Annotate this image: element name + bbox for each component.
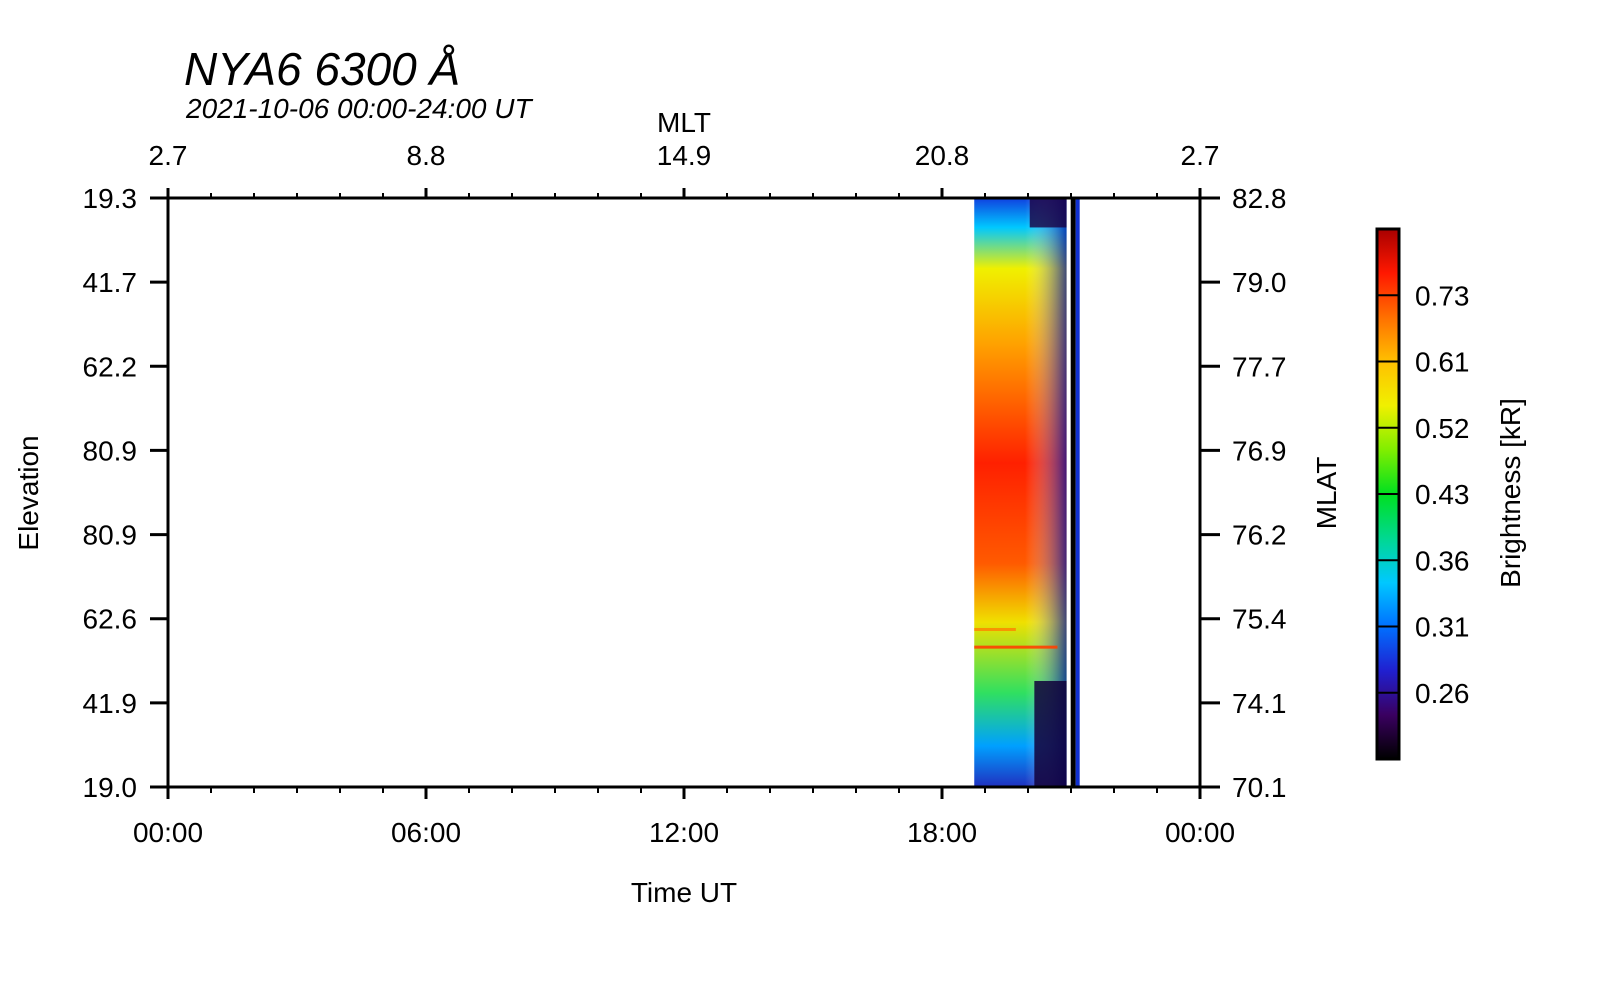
keogram-data bbox=[974, 198, 1080, 787]
colorbar-tick-label: 0.43 bbox=[1415, 479, 1470, 510]
elevation-tick-label: 62.6 bbox=[83, 604, 138, 635]
elevation-tick-label: 41.7 bbox=[83, 267, 138, 298]
elevation-tick-label: 62.2 bbox=[83, 351, 138, 382]
chart-title: NYA6 6300 Å bbox=[184, 43, 461, 95]
mlat-tick-label: 77.7 bbox=[1232, 351, 1287, 382]
keogram-streak bbox=[974, 627, 1016, 631]
keogram-dark-bottom bbox=[1034, 680, 1067, 787]
x-axis-label: Time UT bbox=[631, 877, 737, 908]
x-tick-label: 00:00 bbox=[1165, 817, 1235, 848]
colorbar-tick-label: 0.36 bbox=[1415, 545, 1470, 576]
elevation-tick-label: 19.0 bbox=[83, 772, 138, 803]
mlat-tick-label: 76.9 bbox=[1232, 435, 1287, 466]
colorbar-label: Brightness [kR] bbox=[1495, 398, 1526, 588]
mlat-tick-label: 79.0 bbox=[1232, 267, 1287, 298]
keogram-dark-column bbox=[1070, 198, 1076, 787]
mlt-tick-label: 20.8 bbox=[915, 140, 970, 171]
keogram-dark-top bbox=[1029, 198, 1067, 228]
keogram-edge-column bbox=[1075, 198, 1080, 787]
mlt-tick-label: 2.7 bbox=[1181, 140, 1220, 171]
colorbar-tick-label: 0.73 bbox=[1415, 280, 1470, 311]
x-tick-label: 18:00 bbox=[907, 817, 977, 848]
elevation-tick-label: 80.9 bbox=[83, 435, 138, 466]
elevation-tick-label: 19.3 bbox=[83, 183, 138, 214]
y-axis-label: Elevation bbox=[13, 435, 44, 550]
mlat-tick-label: 82.8 bbox=[1232, 183, 1287, 214]
colorbar-tick-label: 0.26 bbox=[1415, 678, 1470, 709]
x-tick-label: 00:00 bbox=[133, 817, 203, 848]
chart-subtitle: 2021-10-06 00:00-24:00 UT bbox=[186, 93, 532, 124]
colorbar-tick-label: 0.31 bbox=[1415, 612, 1470, 643]
keogram-streak bbox=[974, 645, 1058, 649]
x-tick-label: 12:00 bbox=[649, 817, 719, 848]
elevation-tick-label: 41.9 bbox=[83, 688, 138, 719]
mlt-tick-label: 14.9 bbox=[657, 140, 712, 171]
elevation-tick-label: 80.9 bbox=[83, 520, 138, 551]
right-axis-label: MLAT bbox=[1311, 457, 1342, 530]
mlt-tick-label: 8.8 bbox=[407, 140, 446, 171]
mlat-tick-label: 70.1 bbox=[1232, 772, 1287, 803]
mlat-tick-label: 76.2 bbox=[1232, 520, 1287, 551]
x-tick-label: 06:00 bbox=[391, 817, 461, 848]
colorbar-tick-label: 0.52 bbox=[1415, 413, 1470, 444]
mlat-tick-label: 75.4 bbox=[1232, 604, 1287, 635]
top-axis-label: MLT bbox=[657, 107, 711, 138]
mlt-tick-label: 2.7 bbox=[149, 140, 188, 171]
keogram-gap bbox=[1066, 198, 1071, 787]
mlat-tick-label: 74.1 bbox=[1232, 688, 1287, 719]
colorbar-tick-label: 0.61 bbox=[1415, 347, 1470, 378]
